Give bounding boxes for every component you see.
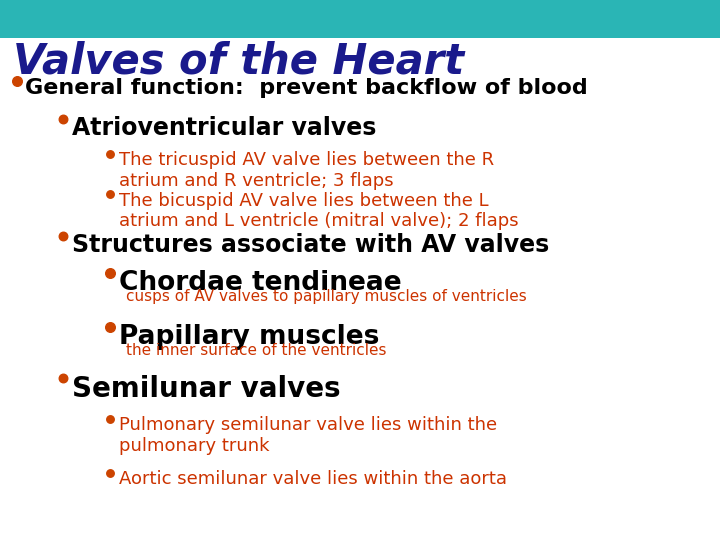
Text: cusps of AV valves to papillary muscles of ventricles: cusps of AV valves to papillary muscles …: [126, 289, 527, 304]
Text: Chordae tendineae: Chordae tendineae: [119, 270, 402, 296]
Text: Pulmonary semilunar valve lies within the
pulmonary trunk: Pulmonary semilunar valve lies within th…: [119, 416, 497, 455]
Text: Aortic semilunar valve lies within the aorta: Aortic semilunar valve lies within the a…: [119, 470, 507, 488]
Text: Atrioventricular valves: Atrioventricular valves: [72, 116, 377, 140]
Text: Papillary muscles: Papillary muscles: [119, 324, 379, 350]
Text: General function:  prevent backflow of blood: General function: prevent backflow of bl…: [25, 78, 588, 98]
Text: The bicuspid AV valve lies between the L
atrium and L ventricle (mitral valve); : The bicuspid AV valve lies between the L…: [119, 192, 518, 231]
Text: The tricuspid AV valve lies between the R
atrium and R ventricle; 3 flaps: The tricuspid AV valve lies between the …: [119, 151, 494, 190]
Bar: [0, 0, 720, 38]
Text: Semilunar valves: Semilunar valves: [72, 375, 341, 403]
Text: the inner surface of the ventricles: the inner surface of the ventricles: [126, 343, 387, 358]
Text: Structures associate with AV valves: Structures associate with AV valves: [72, 233, 549, 257]
Text: Valves of the Heart: Valves of the Heart: [13, 40, 464, 83]
